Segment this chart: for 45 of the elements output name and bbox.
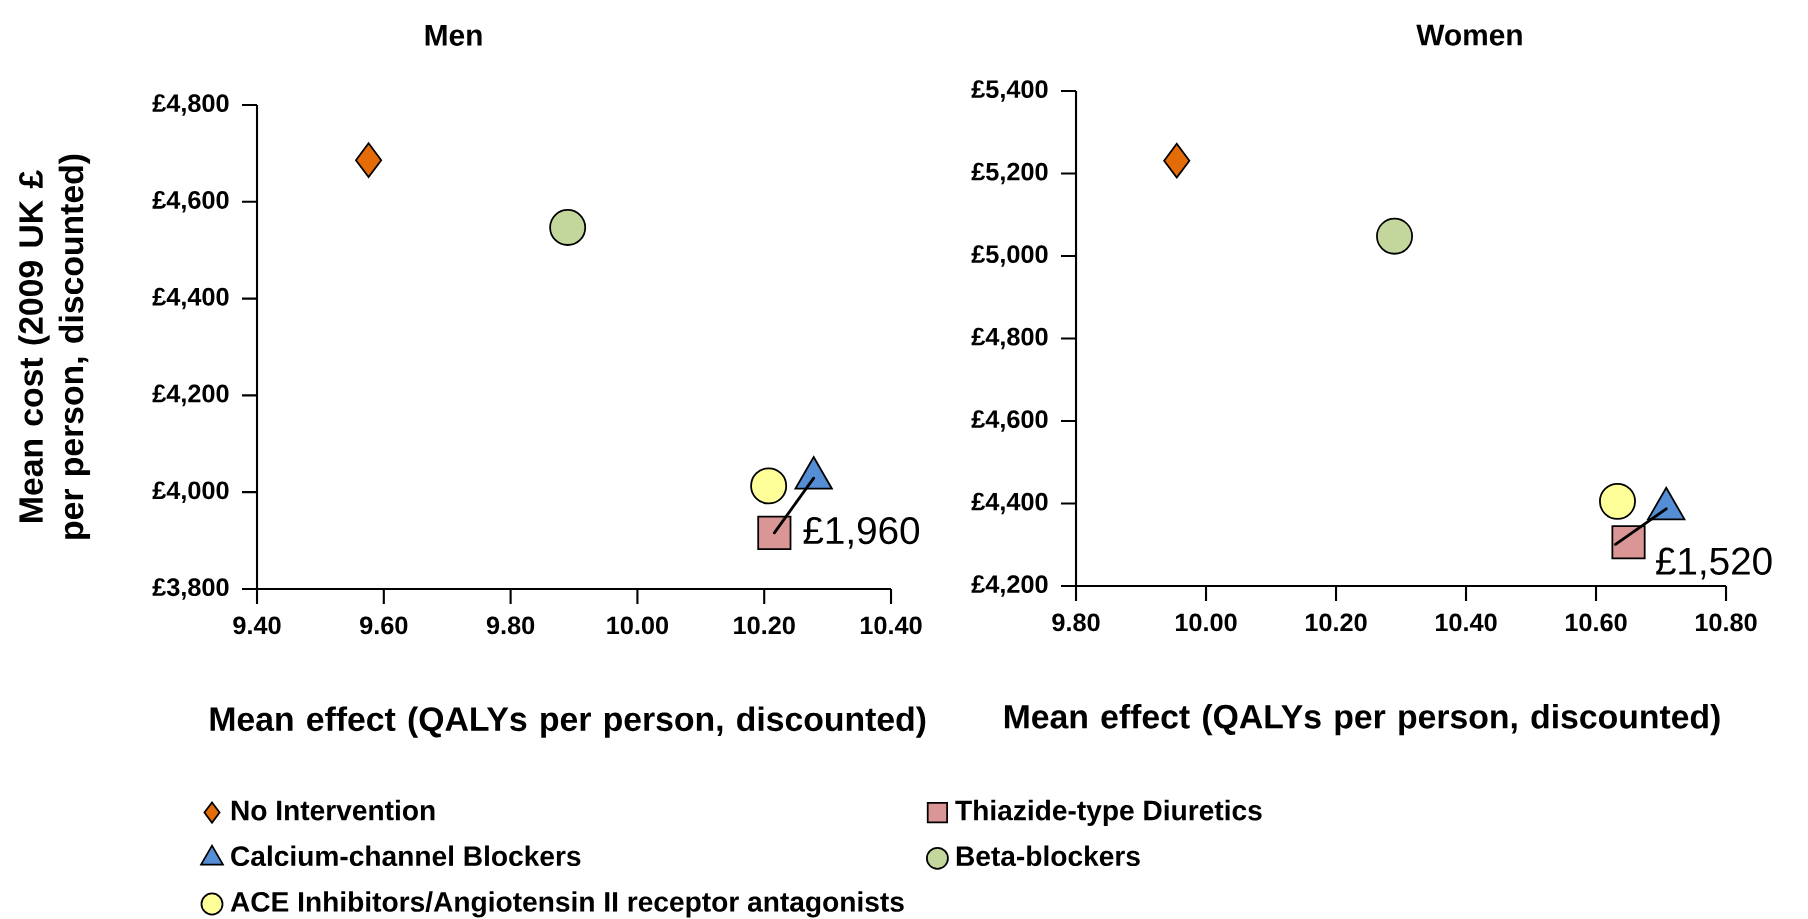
x-tick-label: 10.00 [607, 616, 668, 635]
point [355, 142, 383, 178]
y-tick-label: £3,800 [152, 578, 229, 600]
y-tick-label: £4,800 [971, 327, 1048, 350]
y-axis-title: Mean cost (2009 UK £ per person, discounted) [18, 154, 91, 539]
x-tick-label: 9.60 [360, 616, 408, 635]
y-tick-label: £4,200 [152, 384, 229, 407]
x-tick-label: 10.20 [1305, 613, 1367, 632]
point [1599, 482, 1636, 520]
point [549, 208, 587, 246]
point [1611, 525, 1646, 560]
y-tick-label: £4,000 [152, 481, 229, 503]
point [1163, 142, 1191, 179]
chart-title: Men [425, 25, 482, 46]
point [757, 515, 792, 550]
y-tick-label: £5,200 [971, 162, 1048, 185]
x-tick-label: 10.20 [734, 616, 795, 635]
annotation: £1,520 [1656, 547, 1772, 580]
legend-label: Thiazide-type Diuretics [955, 799, 1262, 826]
x-tick-label: 10.60 [1565, 613, 1627, 632]
y-tick-label: £4,800 [152, 94, 229, 116]
x-tick-label: 10.80 [1695, 613, 1757, 632]
x-tick-label: 10.00 [1175, 613, 1237, 632]
x-tick-label: 9.80 [486, 616, 535, 635]
y-tick-label: £4,400 [152, 287, 229, 310]
y-tick-label: £4,600 [971, 410, 1048, 432]
y-tick-label: £4,600 [152, 191, 229, 213]
x-tick-label: 9.40 [233, 616, 281, 635]
x-axis-title: Mean effect (QALYs per person, discounted) [1004, 703, 1720, 736]
point [750, 467, 788, 505]
legend-label: ACE Inhibitors/Angiotensin II receptor antagonists [230, 891, 904, 918]
legend-label: No Intervention [231, 799, 435, 821]
x-axis-title: Mean effect (QALYs per person, discounted) [210, 706, 926, 738]
y-tick-label: £5,400 [971, 80, 1048, 102]
x-tick-label: 9.80 [1052, 613, 1100, 632]
legend-label: Beta-blockers [956, 845, 1140, 867]
y-tick-label: £4,400 [971, 492, 1048, 515]
y-tick-label: £5,000 [971, 245, 1048, 267]
x-tick-label: 10.40 [1435, 613, 1497, 632]
x-tick-label: 10.40 [860, 616, 922, 635]
annotation: £1,960 [803, 516, 920, 549]
legend-label: Calcium-channel Blockers [231, 845, 581, 867]
point [1376, 217, 1413, 255]
y-tick-label: £4,200 [971, 575, 1048, 597]
chart-title: Women [1416, 24, 1522, 46]
